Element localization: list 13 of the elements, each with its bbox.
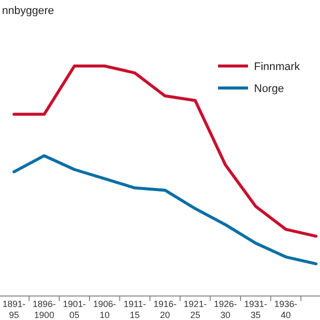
x-tick-label: 1891-95 bbox=[2, 299, 26, 320]
x-tick-label: 1916-20 bbox=[153, 299, 177, 320]
x-tick-label: 1906-10 bbox=[93, 299, 116, 320]
x-tick-label: 1926-30 bbox=[214, 299, 237, 320]
legend-label: Norge bbox=[254, 83, 284, 95]
x-tick-label: 1936-40 bbox=[274, 299, 298, 320]
chart-title: nnbyggere bbox=[2, 5, 54, 17]
x-tick-label: 1921-25 bbox=[184, 299, 207, 320]
x-tick-label: 1911-15 bbox=[124, 299, 146, 320]
x-tick-label: 1896-1900 bbox=[32, 299, 56, 320]
x-tick-label: 1931-35 bbox=[244, 299, 268, 320]
legend-label: Finnmark bbox=[254, 61, 300, 73]
x-tick-label: 1901-05 bbox=[62, 299, 86, 320]
